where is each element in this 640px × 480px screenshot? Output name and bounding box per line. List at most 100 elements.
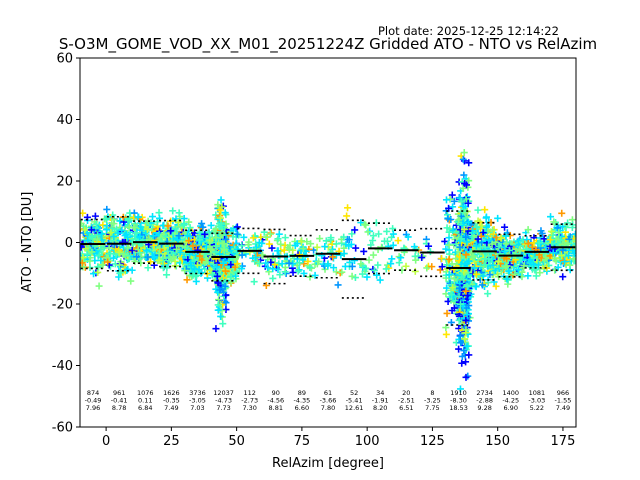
data-point bbox=[456, 300, 464, 308]
data-point bbox=[343, 212, 351, 220]
data-point bbox=[217, 196, 225, 204]
data-point bbox=[472, 283, 480, 291]
data-point bbox=[218, 240, 226, 248]
chart-title: S-O3M_GOME_VOD_XX_M01_20251224Z Gridded … bbox=[59, 35, 597, 54]
data-point bbox=[476, 243, 484, 251]
data-point bbox=[189, 242, 197, 250]
data-point bbox=[460, 275, 468, 283]
data-point bbox=[173, 245, 181, 253]
bin-sd-label: 6.90 bbox=[503, 404, 517, 412]
data-point bbox=[389, 230, 397, 238]
data-point bbox=[387, 260, 395, 268]
data-point bbox=[481, 255, 489, 263]
data-point bbox=[362, 265, 370, 273]
data-point bbox=[458, 320, 466, 328]
bin-n-label: 1626 bbox=[163, 389, 180, 397]
data-point bbox=[313, 243, 321, 251]
x-tick-label: 0 bbox=[102, 434, 110, 449]
data-point bbox=[460, 222, 468, 230]
data-point bbox=[197, 237, 205, 245]
data-point bbox=[262, 259, 270, 267]
data-point bbox=[174, 218, 182, 226]
data-point bbox=[442, 245, 450, 253]
data-point bbox=[120, 250, 128, 258]
bin-mean-label: -1.55 bbox=[555, 397, 572, 405]
data-point bbox=[564, 219, 572, 227]
data-point bbox=[175, 232, 183, 240]
data-point bbox=[291, 242, 299, 250]
data-point bbox=[196, 252, 204, 260]
bin-sd-label: 6.51 bbox=[399, 404, 413, 412]
data-point bbox=[124, 244, 132, 252]
data-point bbox=[474, 206, 482, 214]
data-point bbox=[461, 335, 469, 343]
x-tick-label: 100 bbox=[355, 434, 380, 449]
data-point bbox=[547, 213, 555, 221]
data-point bbox=[274, 235, 282, 243]
data-point bbox=[88, 233, 96, 241]
data-point bbox=[450, 275, 458, 283]
data-point bbox=[265, 240, 273, 248]
bin-sd-label: 6.84 bbox=[138, 404, 152, 412]
data-point bbox=[252, 243, 260, 251]
data-point bbox=[215, 215, 223, 223]
data-point bbox=[487, 249, 495, 257]
data-point bbox=[220, 288, 228, 296]
data-point bbox=[465, 159, 473, 167]
data-point bbox=[478, 222, 486, 230]
data-point bbox=[238, 265, 246, 273]
data-point bbox=[348, 272, 356, 280]
data-point bbox=[311, 271, 319, 279]
data-point bbox=[175, 209, 183, 217]
data-point bbox=[460, 268, 468, 276]
data-point bbox=[364, 228, 372, 236]
data-point bbox=[340, 233, 348, 241]
data-point bbox=[543, 264, 551, 272]
data-point bbox=[296, 251, 304, 259]
data-point bbox=[465, 351, 473, 359]
data-point bbox=[97, 256, 105, 264]
data-point bbox=[118, 226, 126, 234]
data-point bbox=[547, 227, 555, 235]
data-point bbox=[136, 249, 144, 257]
data-point bbox=[109, 254, 117, 262]
data-point bbox=[269, 265, 277, 273]
data-point bbox=[462, 233, 470, 241]
data-point bbox=[244, 241, 252, 249]
data-point bbox=[169, 207, 177, 215]
data-point bbox=[445, 255, 453, 263]
data-point bbox=[540, 235, 548, 243]
data-point bbox=[250, 278, 258, 286]
data-point bbox=[464, 291, 472, 299]
data-point bbox=[285, 245, 293, 253]
data-point bbox=[479, 272, 487, 280]
data-point bbox=[108, 219, 116, 227]
data-point bbox=[445, 271, 453, 279]
data-point bbox=[561, 258, 569, 266]
data-point bbox=[246, 248, 254, 256]
data-point bbox=[106, 262, 114, 270]
bin-mean-label: -0.41 bbox=[111, 397, 128, 405]
data-point bbox=[456, 385, 464, 393]
data-point bbox=[362, 221, 370, 229]
data-point bbox=[87, 226, 95, 234]
data-point bbox=[162, 232, 170, 240]
data-point bbox=[324, 260, 332, 268]
data-point bbox=[455, 316, 463, 324]
data-point bbox=[196, 236, 204, 244]
data-point bbox=[495, 242, 503, 250]
data-point bbox=[155, 256, 163, 264]
data-point bbox=[449, 203, 457, 211]
data-point bbox=[457, 212, 465, 220]
x-tick-label: 50 bbox=[228, 434, 245, 449]
data-point bbox=[214, 306, 222, 314]
bin-n-label: 1076 bbox=[137, 389, 154, 397]
data-point bbox=[462, 373, 470, 381]
data-point bbox=[418, 254, 426, 262]
data-point bbox=[370, 266, 378, 274]
y-tick-label: 40 bbox=[56, 113, 73, 128]
data-point bbox=[388, 255, 396, 263]
data-point bbox=[186, 224, 194, 232]
x-tick-label: 125 bbox=[420, 434, 445, 449]
data-point bbox=[471, 264, 479, 272]
